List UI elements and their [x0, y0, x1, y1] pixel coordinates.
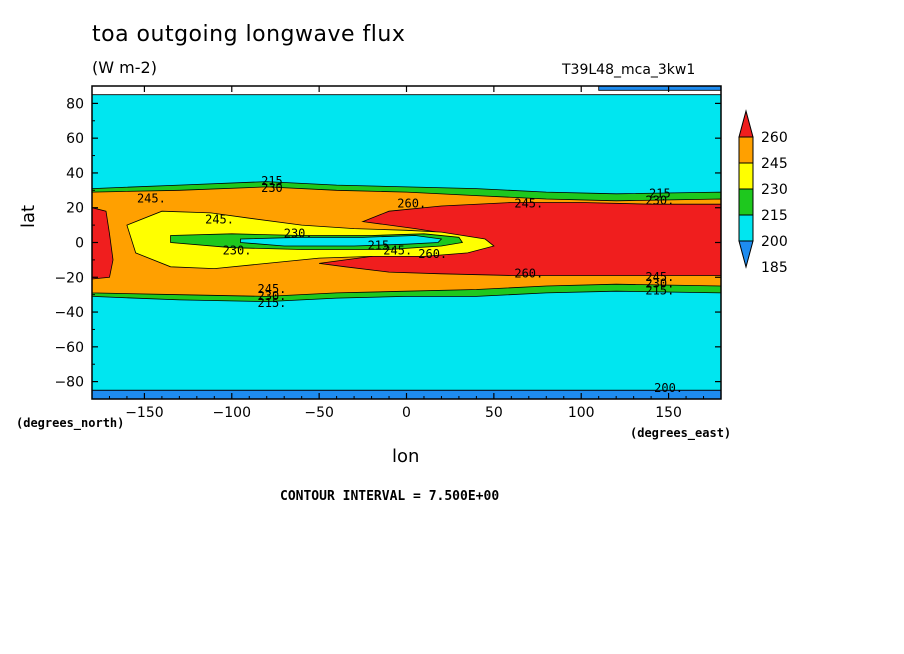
- x-axis-unit: (degrees_east): [630, 426, 732, 440]
- y-axis: 80 60 40 20 0 −20 −40 −60 −80: [54, 96, 721, 391]
- x-axis: −150 −100 −50 0 50 100 150: [108, 86, 705, 421]
- contour-label: 215.: [645, 284, 674, 298]
- contour-label: 230.: [645, 277, 674, 291]
- colorbar-label: 260: [761, 130, 788, 146]
- contour-label: 245.: [205, 212, 234, 226]
- colorbar-label: 215: [761, 208, 788, 224]
- y-axis-label: lat: [18, 204, 39, 228]
- x-tick-label: 150: [655, 405, 682, 421]
- y-tick-label: −40: [54, 305, 84, 321]
- colorbar-label: 245: [761, 156, 788, 172]
- y-tick-label: 60: [66, 131, 84, 147]
- x-tick-label: 0: [402, 405, 411, 421]
- contour-label: 260.: [397, 197, 426, 211]
- y-tick-label: −80: [54, 375, 84, 391]
- contour-label: 215: [649, 186, 671, 200]
- x-tick-label: 100: [568, 405, 595, 421]
- colorbar-bottom-arrow: [738, 240, 754, 269]
- contour-interval-note: CONTOUR INTERVAL = 7.500E+00: [280, 489, 500, 504]
- x-axis-label: lon: [392, 446, 420, 467]
- x-tick-label: 50: [485, 405, 503, 421]
- contour-label: 260.: [418, 247, 447, 261]
- colorbar-label: 230: [761, 182, 788, 198]
- contour-label: 230: [261, 181, 283, 195]
- colorbar-box: [738, 188, 754, 216]
- x-tick-label: −50: [304, 405, 334, 421]
- y-tick-label: −60: [54, 340, 84, 356]
- colorbar-label: 185: [761, 260, 788, 276]
- contour-region-185: [598, 86, 721, 91]
- contour-label: 230.: [258, 289, 287, 303]
- y-tick-label: 20: [66, 201, 84, 217]
- contour-label: 230.: [284, 226, 313, 240]
- y-tick-label: −20: [54, 270, 84, 286]
- contour-label: 215.: [368, 238, 397, 252]
- colorbar-box: [738, 136, 754, 164]
- contour-label: 200.: [654, 381, 683, 395]
- x-tick-label: −150: [125, 405, 163, 421]
- contour-label: 230.: [645, 193, 674, 207]
- colorbar-label: 200: [761, 234, 788, 250]
- contour-label: 230.: [223, 244, 252, 258]
- x-tick-label: −100: [213, 405, 251, 421]
- y-axis-unit: (degrees_north): [16, 416, 125, 430]
- contour-region-215: [240, 235, 443, 247]
- contour-label: 245.: [383, 244, 412, 258]
- y-tick-label: 40: [66, 166, 84, 182]
- contour-label: 245.: [645, 270, 674, 284]
- contour-label: 245.: [514, 197, 543, 211]
- filled-contours: [92, 86, 721, 399]
- colorbar-top-arrow: [738, 109, 754, 138]
- chart-title: toa outgoing longwave flux: [92, 22, 406, 47]
- contour-label: 260.: [514, 266, 543, 280]
- contour-label: 215: [261, 174, 283, 188]
- contour-region-260: [92, 207, 114, 280]
- colorbar: 260 245 230 215 200 185: [738, 109, 788, 276]
- chart-units: (W m-2): [92, 58, 157, 77]
- y-tick-label: 0: [75, 236, 84, 252]
- contour-label: 245.: [137, 192, 166, 206]
- colorbar-box: [738, 214, 754, 242]
- contour-label: 245.: [258, 282, 287, 296]
- colorbar-box: [738, 162, 754, 190]
- y-tick-label: 80: [66, 96, 84, 112]
- contour-label: 215.: [258, 296, 287, 310]
- run-label: T39L48_mca_3kw1: [562, 62, 696, 78]
